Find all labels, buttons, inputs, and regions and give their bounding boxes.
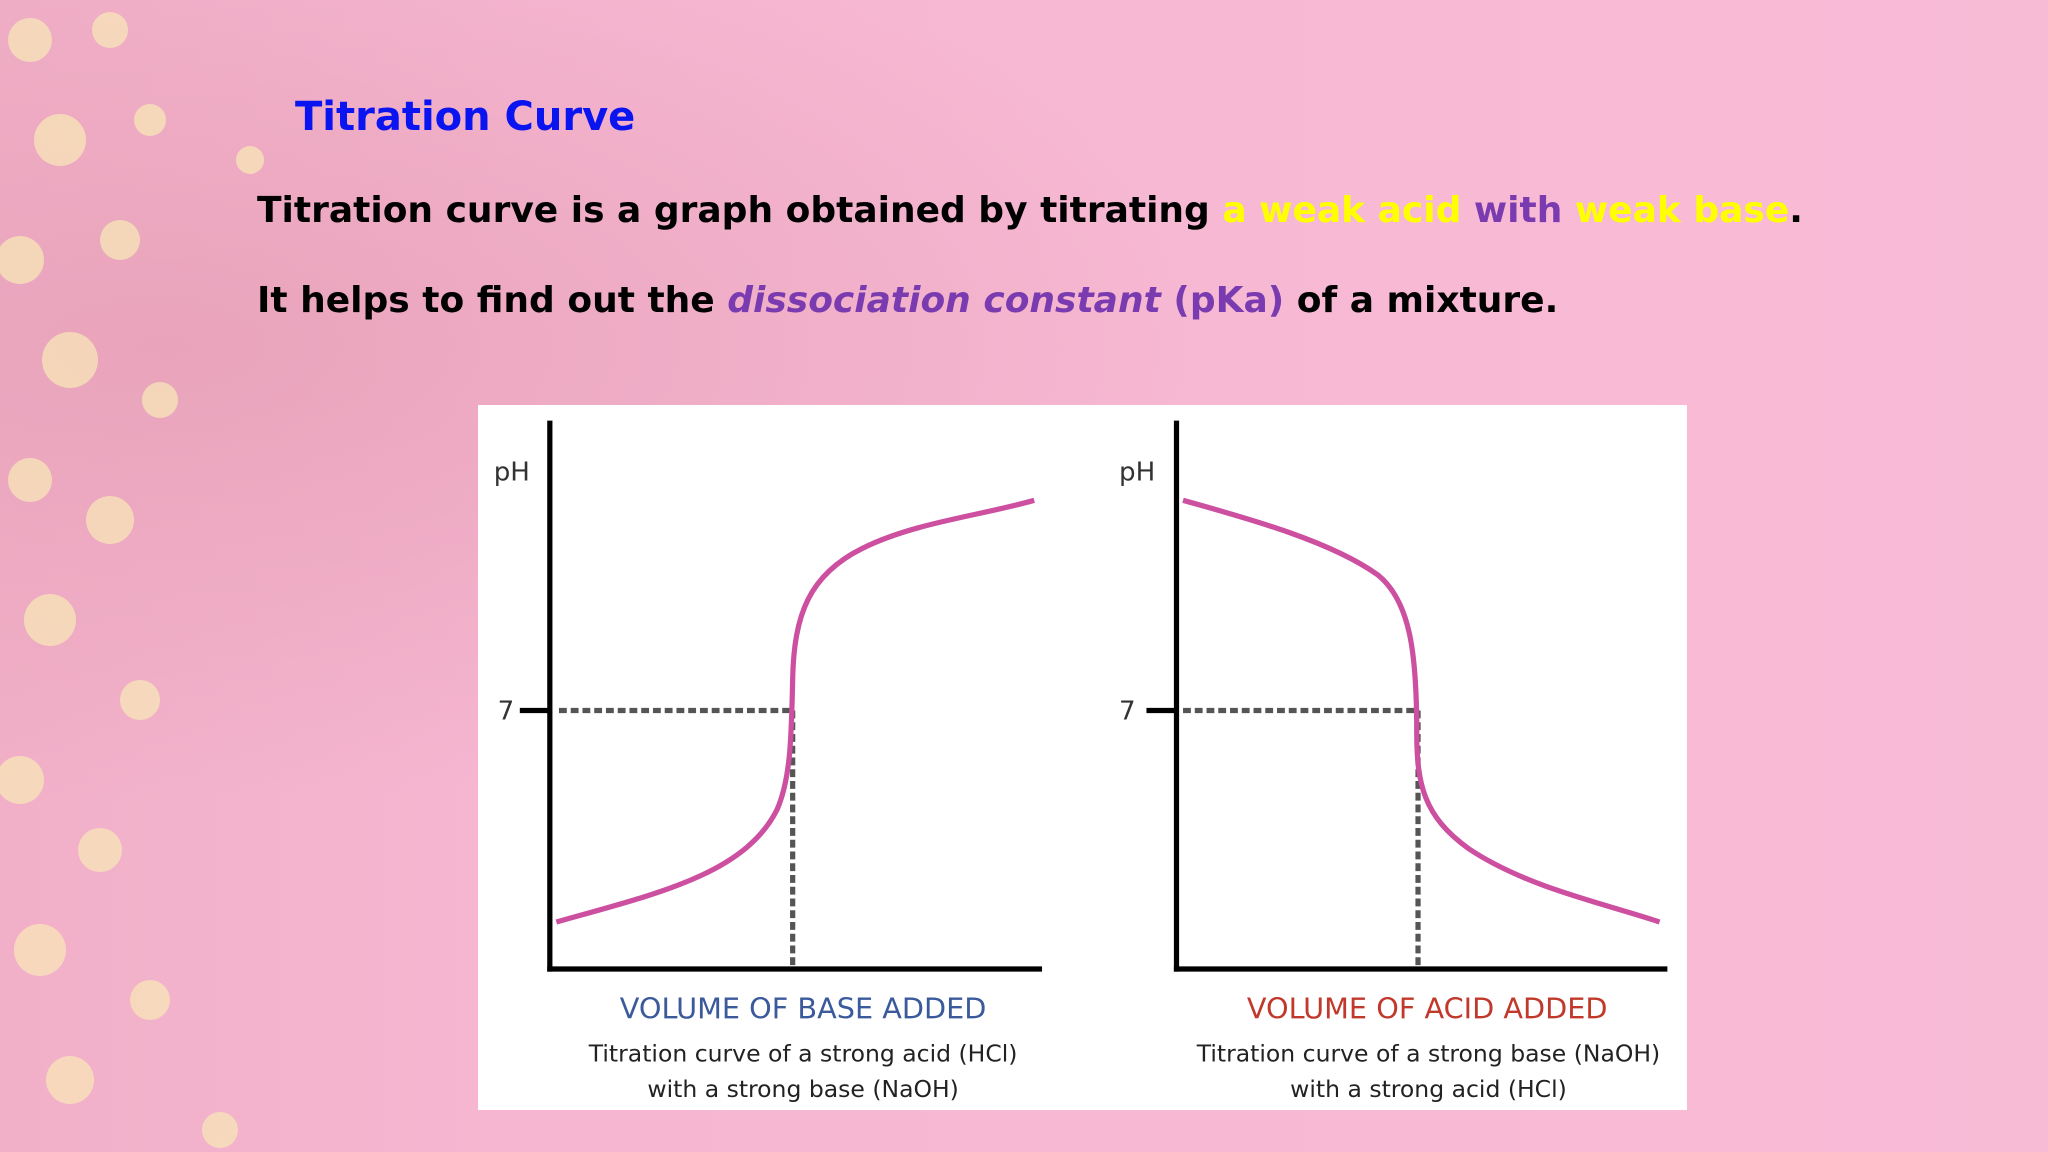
y-label: pH [494,458,530,488]
x-label: VOLUME OF ACID ADDED [1247,992,1608,1026]
highlight: weak base [1574,190,1790,231]
figure-background [478,405,1687,1110]
figure: pH 7 pH 7 VOLUME OF BASE ADDED Titration… [478,405,1687,1110]
highlight: a weak acid [1222,190,1462,231]
text: (pKa) [1160,280,1285,321]
caption: Titration curve of a strong base (NaOH) [1196,1040,1660,1068]
text: It helps to find out the [257,280,728,321]
caption: Titration curve of a strong acid (HCl) [588,1040,1018,1068]
caption: with a strong base (NaOH) [647,1075,958,1103]
slide-title: Titration Curve [295,94,636,140]
axes [519,420,1668,972]
text: Titration curve is a graph obtained by t… [257,190,1223,231]
curve [555,497,1035,925]
text: with [1461,190,1575,231]
text: . [1789,190,1803,231]
emphasis: dissociation constant [727,280,1161,321]
curve [1182,497,1661,925]
tick-label: 7 [498,697,515,727]
x-label: VOLUME OF BASE ADDED [620,992,987,1026]
y-label: pH [1119,458,1155,488]
tick-label: 7 [1119,697,1136,727]
paragraph: Titration curve is a graph obtained by t… [257,190,1803,231]
paragraph: It helps to find out the dissociation co… [257,280,1558,321]
text: of a mixture. [1284,280,1559,321]
floral-decoration [0,12,264,1148]
caption: with a strong acid (HCl) [1290,1075,1567,1103]
